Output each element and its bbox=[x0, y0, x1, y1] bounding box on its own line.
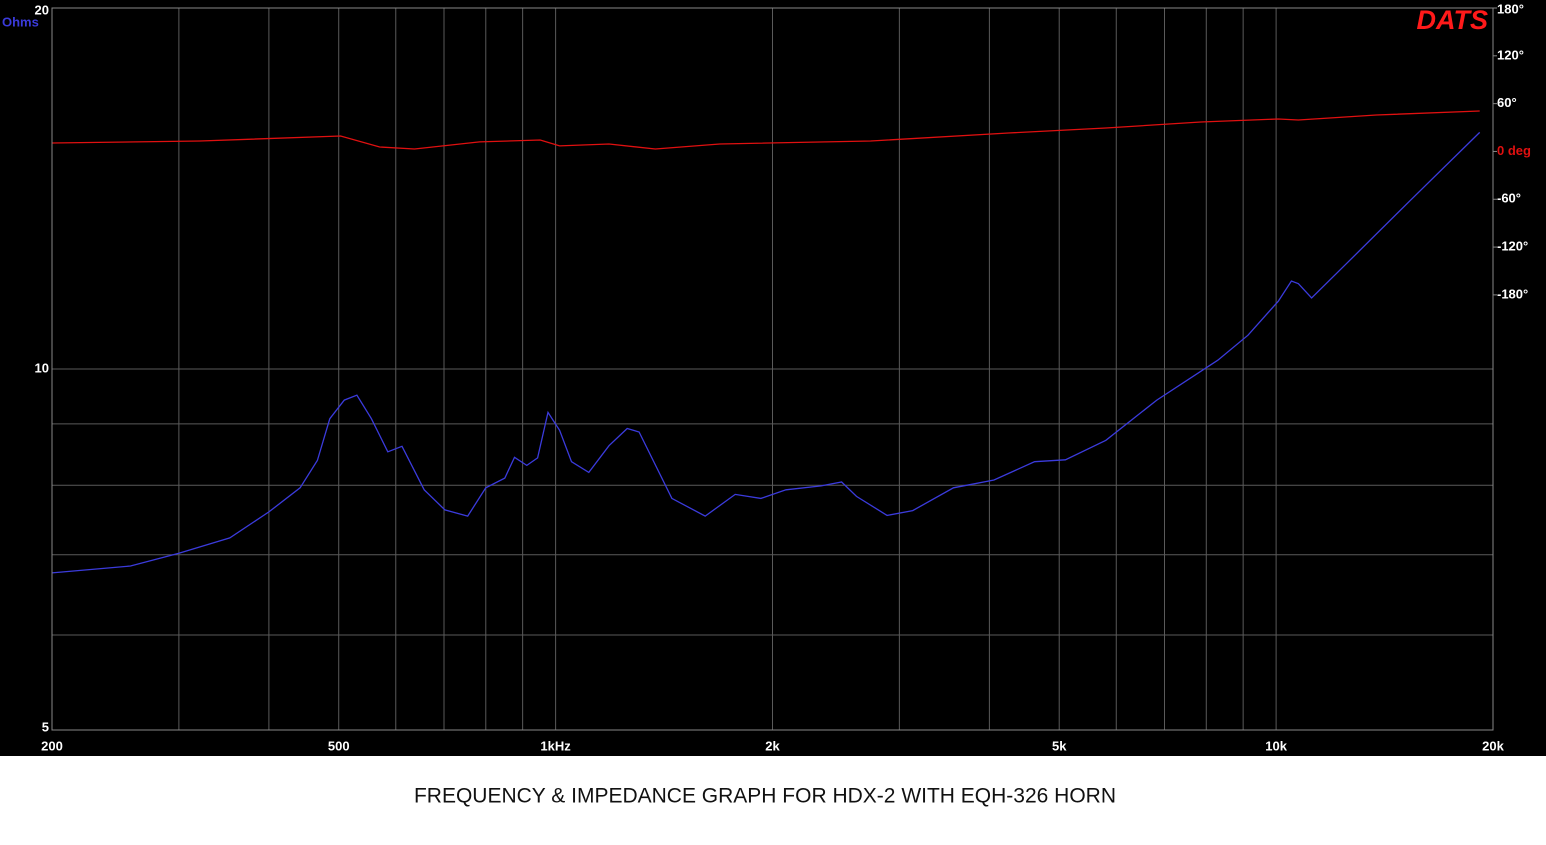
chart-title: FREQUENCY & IMPEDANCE GRAPH FOR HDX-2 WI… bbox=[414, 785, 1116, 808]
x-tick-label: 200 bbox=[41, 738, 63, 753]
y2-tick-label: 0 deg bbox=[1497, 143, 1531, 158]
y-tick-label: 5 bbox=[42, 719, 49, 734]
y-tick-label: 20 bbox=[35, 2, 49, 17]
y2-tick-label: 60° bbox=[1497, 95, 1517, 110]
series-line bbox=[51, 110, 1480, 150]
y2-tick-label: -180° bbox=[1497, 286, 1528, 301]
x-tick-label: 10k bbox=[1265, 738, 1287, 753]
y-axis-label: Ohms bbox=[2, 14, 39, 29]
x-tick-label: 5k bbox=[1052, 738, 1067, 753]
x-tick-label: 20k bbox=[1482, 738, 1504, 753]
y2-tick-label: -60° bbox=[1497, 191, 1521, 206]
x-tick-label: 2k bbox=[765, 738, 780, 753]
x-tick-label: 500 bbox=[328, 738, 350, 753]
plot-frame bbox=[51, 7, 1494, 731]
y-tick-label: 10 bbox=[35, 360, 49, 375]
logo: DATS bbox=[1417, 5, 1489, 35]
x-tick-label: 1kHz bbox=[540, 738, 571, 753]
y2-tick-label: 120° bbox=[1497, 47, 1524, 62]
series-line bbox=[51, 131, 1481, 574]
y2-tick-label: -120° bbox=[1497, 239, 1528, 254]
y2-tick-label: 180° bbox=[1497, 1, 1524, 16]
